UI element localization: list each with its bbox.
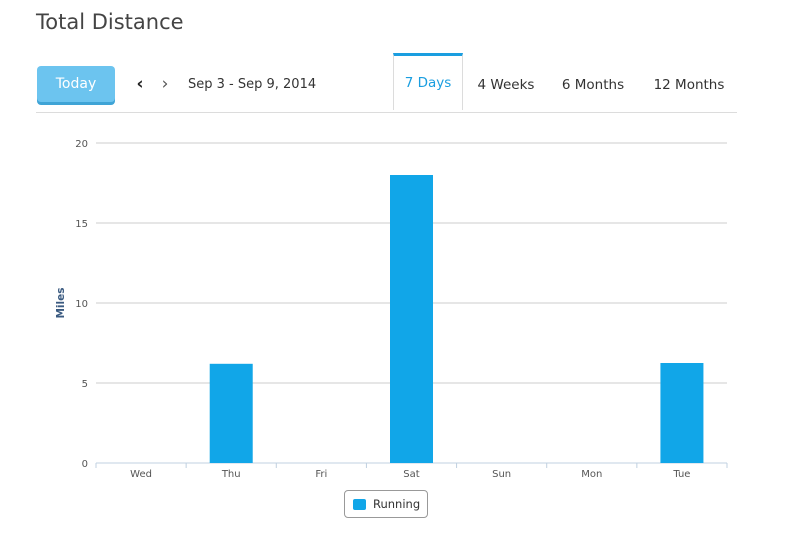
tab-12-months[interactable]: 12 Months — [653, 77, 725, 93]
x-tick-label: Sat — [403, 469, 419, 480]
y-axis-label: Miles — [55, 287, 67, 318]
bar-tue — [660, 363, 704, 463]
bar-sat — [390, 175, 433, 463]
tab-7-days[interactable]: 7 Days — [393, 53, 463, 112]
x-tick-label: Wed — [130, 469, 152, 480]
x-tick-label: Sun — [492, 469, 511, 480]
chart-toolbar: Today ‹ › Sep 3 - Sep 9, 2014 7 Days 4 W… — [36, 53, 737, 113]
tab-4-weeks[interactable]: 4 Weeks — [477, 77, 535, 93]
x-tick-label: Thu — [221, 469, 241, 480]
x-tick-label: Fri — [315, 469, 327, 480]
tab-6-months[interactable]: 6 Months — [561, 77, 625, 93]
y-tick-label: 0 — [82, 459, 88, 470]
chevron-left-icon[interactable]: ‹ — [136, 74, 144, 94]
date-range-label: Sep 3 - Sep 9, 2014 — [188, 77, 317, 92]
bar-thu — [209, 363, 253, 463]
y-tick-label: 5 — [82, 379, 88, 390]
x-tick-label: Mon — [581, 469, 602, 480]
today-button[interactable]: Today — [37, 66, 115, 102]
legend-label-running: Running — [373, 497, 421, 511]
y-tick-label: 10 — [75, 299, 88, 310]
y-tick-label: 20 — [75, 139, 88, 150]
page-title: Total Distance — [36, 10, 184, 34]
chevron-right-icon[interactable]: › — [161, 74, 169, 94]
x-tick-label: Tue — [672, 469, 690, 480]
chart-legend[interactable]: Running — [344, 490, 428, 518]
y-tick-label: 15 — [75, 219, 88, 230]
legend-swatch — [353, 499, 366, 510]
